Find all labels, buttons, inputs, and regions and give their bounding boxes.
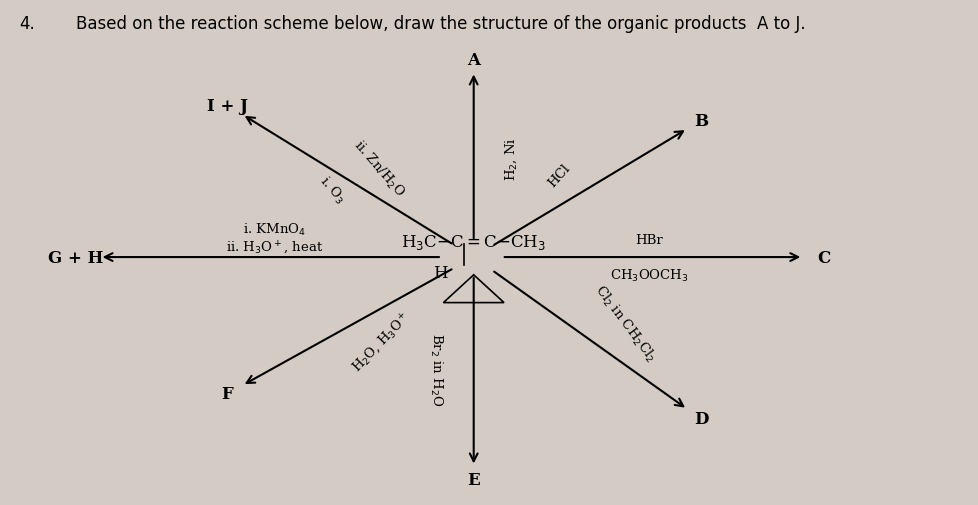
- Text: F: F: [221, 385, 233, 402]
- Text: C: C: [817, 249, 830, 266]
- Text: ii. Zn/H$_2$O: ii. Zn/H$_2$O: [350, 137, 408, 200]
- Text: HCl: HCl: [545, 162, 572, 190]
- Text: ii. H$_3$O$^+$, heat: ii. H$_3$O$^+$, heat: [226, 239, 323, 256]
- Text: Cl$_2$ in CH$_2$Cl$_2$: Cl$_2$ in CH$_2$Cl$_2$: [591, 282, 658, 365]
- Text: E: E: [467, 471, 479, 488]
- Text: 4.: 4.: [19, 15, 34, 33]
- Text: B: B: [693, 113, 707, 130]
- Text: D: D: [693, 411, 708, 428]
- Text: CH$_3$OOCH$_3$: CH$_3$OOCH$_3$: [609, 267, 688, 283]
- Text: G + H: G + H: [48, 249, 104, 266]
- Text: H: H: [433, 264, 447, 281]
- Text: i. O$_3$: i. O$_3$: [316, 173, 348, 207]
- Text: i. KMnO$_4$: i. KMnO$_4$: [243, 222, 306, 238]
- Text: H$_3$C$-$C$=$C$-$CH$_3$: H$_3$C$-$C$=$C$-$CH$_3$: [401, 233, 546, 252]
- Text: HBr: HBr: [635, 233, 662, 246]
- Text: Br$_2$ in H$_2$O: Br$_2$ in H$_2$O: [427, 332, 443, 406]
- Text: H$_2$, Ni: H$_2$, Ni: [504, 137, 518, 181]
- Text: I + J: I + J: [206, 97, 247, 115]
- Text: Based on the reaction scheme below, draw the structure of the organic products  : Based on the reaction scheme below, draw…: [75, 15, 805, 33]
- Text: A: A: [467, 52, 480, 69]
- Text: H$_2$O, H$_3$O$^+$: H$_2$O, H$_3$O$^+$: [348, 308, 414, 375]
